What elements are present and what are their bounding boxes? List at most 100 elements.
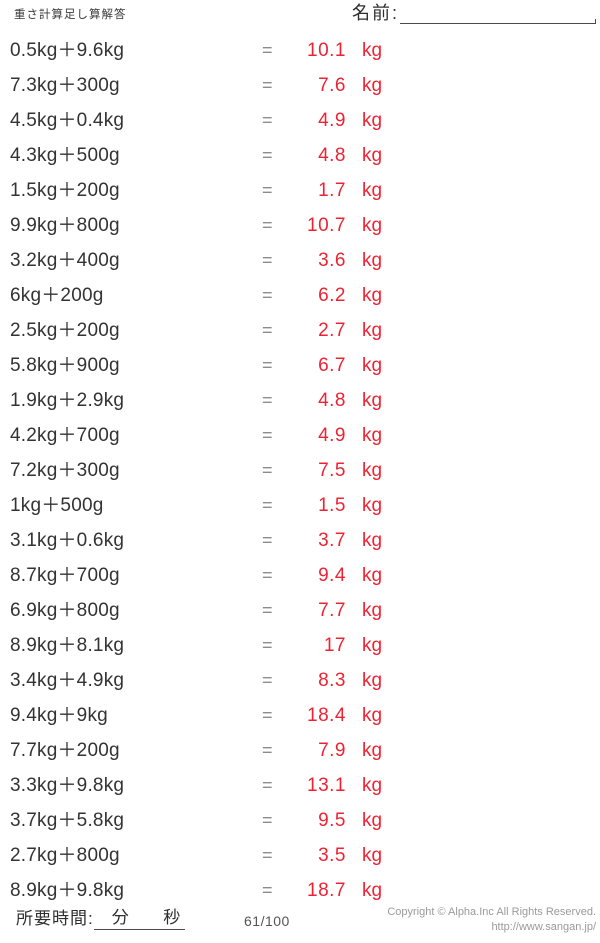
answer-unit: kg [362, 75, 383, 96]
answer-unit: kg [362, 600, 383, 621]
problem-expression: 7.3kg＋300g [10, 75, 120, 96]
equals-sign: = [262, 75, 273, 95]
answer-unit: kg [362, 390, 383, 411]
problem-row: 8.9kg＋9.8kg = 18.7 kg [0, 873, 600, 908]
problem-expression: 4.2kg＋700g [10, 425, 120, 446]
equals-sign: = [262, 670, 273, 690]
answer-unit: kg [362, 355, 383, 376]
equals-sign: = [262, 845, 273, 865]
answer-value: 3.5 [318, 845, 346, 866]
website-url: http://www.sangan.jp/ [491, 921, 596, 933]
page-title: 重さ計算足し算解答 [14, 9, 127, 21]
answer-unit: kg [362, 40, 383, 61]
answer-value: 3.6 [318, 250, 346, 271]
problem-row: 3.1kg＋0.6kg = 3.7 kg [0, 523, 600, 558]
equals-sign: = [262, 460, 273, 480]
answer-value: 17 [323, 635, 346, 656]
elapsed-time-label: 所要時間: [16, 909, 94, 928]
answer-unit: kg [362, 215, 383, 236]
answer-value: 4.8 [318, 145, 346, 166]
problem-expression: 9.9kg＋800g [10, 215, 120, 236]
problem-row: 9.4kg＋9kg = 18.4 kg [0, 698, 600, 733]
problem-expression: 4.5kg＋0.4kg [10, 110, 125, 131]
problem-list: 0.5kg＋9.6kg = 10.1 kg 7.3kg＋300g = 7.6 kg 4.5kg＋… [0, 33, 600, 908]
problem-row: 1kg＋500g = 1.5 kg [0, 488, 600, 523]
answer-value: 3.7 [318, 530, 346, 551]
problem-expression: 7.2kg＋300g [10, 460, 120, 481]
equals-sign: = [262, 320, 273, 340]
problem-expression: 3.1kg＋0.6kg [10, 530, 125, 551]
answer-unit: kg [362, 460, 383, 481]
answer-unit: kg [362, 740, 383, 761]
equals-sign: = [262, 180, 273, 200]
problem-expression: 8.9kg＋9.8kg [10, 880, 125, 901]
equals-sign: = [262, 390, 273, 410]
answer-value: 10.1 [307, 40, 346, 61]
equals-sign: = [262, 810, 273, 830]
problem-row: 0.5kg＋9.6kg = 10.1 kg [0, 33, 600, 68]
equals-sign: = [262, 565, 273, 585]
problem-expression: 0.5kg＋9.6kg [10, 40, 125, 61]
answer-value: 6.7 [318, 355, 346, 376]
answer-value: 7.5 [318, 460, 346, 481]
answer-value: 8.3 [318, 670, 346, 691]
equals-sign: = [262, 600, 273, 620]
answer-value: 1.7 [318, 180, 346, 201]
equals-sign: = [262, 355, 273, 375]
problem-row: 7.2kg＋300g = 7.5 kg [0, 453, 600, 488]
name-field[interactable]: 名前: [352, 2, 596, 24]
problem-row: 8.7kg＋700g = 9.4 kg [0, 558, 600, 593]
answer-unit: kg [362, 145, 383, 166]
name-field-label: 名前: [352, 3, 400, 23]
answer-value: 6.2 [318, 285, 346, 306]
answer-value: 2.7 [318, 320, 346, 341]
answer-value: 7.7 [318, 600, 346, 621]
elapsed-time-write-line[interactable]: 分 秒 [93, 907, 186, 930]
answer-value: 18.7 [307, 880, 346, 901]
answer-unit: kg [362, 495, 383, 516]
seconds-unit-label: 秒 [163, 908, 182, 927]
problem-row: 9.9kg＋800g = 10.7 kg [0, 208, 600, 243]
problem-row: 4.3kg＋500g = 4.8 kg [0, 138, 600, 173]
problem-row: 4.5kg＋0.4kg = 4.9 kg [0, 103, 600, 138]
problem-expression: 3.7kg＋5.8kg [10, 810, 125, 831]
problem-row: 2.5kg＋200g = 2.7 kg [0, 313, 600, 348]
answer-value: 4.9 [318, 110, 346, 131]
problem-expression: 1.9kg＋2.9kg [10, 390, 125, 411]
answer-unit: kg [362, 565, 383, 586]
problem-expression: 6.9kg＋800g [10, 600, 120, 621]
problem-expression: 8.7kg＋700g [10, 565, 120, 586]
problem-row: 8.9kg＋8.1kg = 17 kg [0, 628, 600, 663]
answer-value: 13.1 [307, 775, 346, 796]
equals-sign: = [262, 285, 273, 305]
problem-row: 3.3kg＋9.8kg = 13.1 kg [0, 768, 600, 803]
problem-expression: 1kg＋500g [10, 495, 104, 516]
answer-unit: kg [362, 285, 383, 306]
elapsed-time-field[interactable]: 所要時間: 分 秒 [16, 907, 186, 930]
problem-row: 4.2kg＋700g = 4.9 kg [0, 418, 600, 453]
problem-expression: 3.3kg＋9.8kg [10, 775, 125, 796]
page-footer: 所要時間: 分 秒 61/100 Copyright © Alpha.Inc A… [0, 897, 600, 943]
answer-value: 7.6 [318, 75, 346, 96]
answer-value: 1.5 [318, 495, 346, 516]
answer-unit: kg [362, 250, 383, 271]
equals-sign: = [262, 250, 273, 270]
equals-sign: = [262, 495, 273, 515]
problem-expression: 1.5kg＋200g [10, 180, 120, 201]
problem-expression: 5.8kg＋900g [10, 355, 120, 376]
answer-unit: kg [362, 880, 383, 901]
answer-value: 4.9 [318, 425, 346, 446]
name-write-line[interactable] [400, 5, 596, 24]
equals-sign: = [262, 145, 273, 165]
problem-row: 5.8kg＋900g = 6.7 kg [0, 348, 600, 383]
answer-unit: kg [362, 810, 383, 831]
problem-row: 1.5kg＋200g = 1.7 kg [0, 173, 600, 208]
problem-expression: 2.7kg＋800g [10, 845, 120, 866]
problem-expression: 8.9kg＋8.1kg [10, 635, 125, 656]
equals-sign: = [262, 635, 273, 655]
answer-unit: kg [362, 530, 383, 551]
problem-row: 2.7kg＋800g = 3.5 kg [0, 838, 600, 873]
problem-expression: 7.7kg＋200g [10, 740, 120, 761]
copyright-block: Copyright © Alpha.Inc All Rights Reserve… [387, 905, 596, 935]
problem-row: 7.7kg＋200g = 7.9 kg [0, 733, 600, 768]
